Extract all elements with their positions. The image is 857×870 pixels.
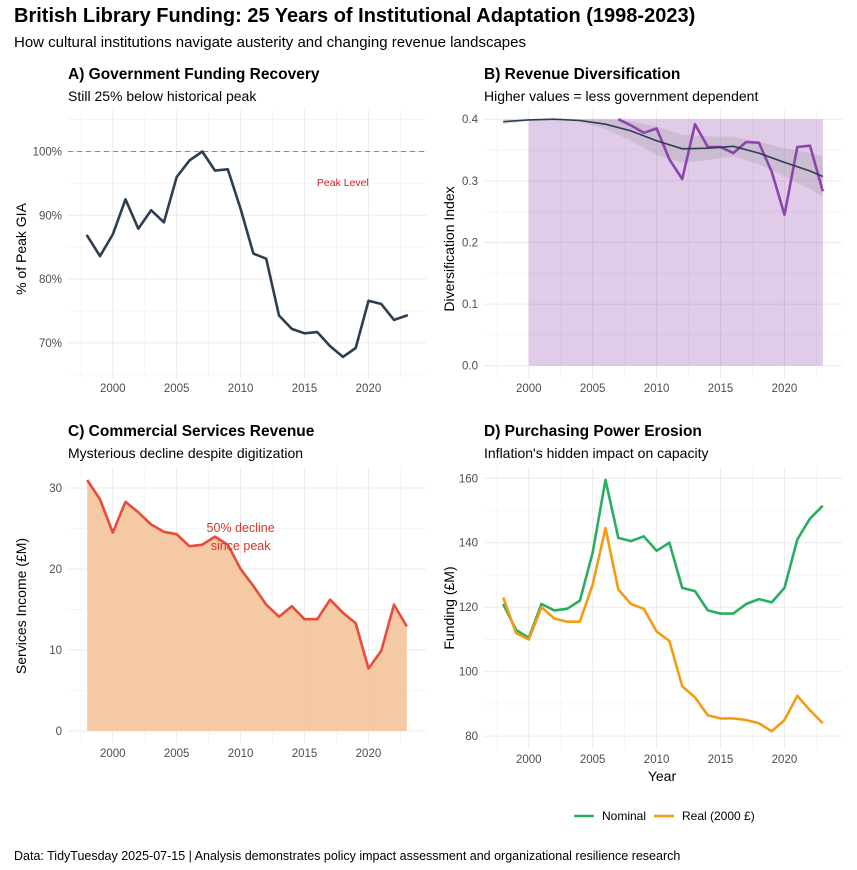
panel-d-y-axis-label: Funding (£M) — [441, 566, 457, 649]
page-subtitle: How cultural institutions navigate auste… — [14, 34, 526, 51]
y-tick-label: 0 — [56, 726, 62, 738]
x-tick-label: 2015 — [292, 383, 318, 395]
x-tick-label: 2015 — [708, 754, 734, 766]
x-tick-label: 2010 — [644, 754, 670, 766]
chart-caption: Data: TidyTuesday 2025-07-15 | Analysis … — [14, 849, 681, 863]
page-title: British Library Funding: 25 Years of Ins… — [14, 5, 696, 27]
trend-confidence-band — [503, 119, 823, 197]
peak-level-label: Peak Level — [317, 177, 369, 189]
diversification-area — [528, 119, 823, 366]
funding-line-nominal — [502, 478, 824, 640]
x-tick-label: 2020 — [356, 383, 382, 395]
panel-a-government-funding: A) Government Funding Recovery Still 25%… — [13, 66, 426, 395]
y-tick-label: 140 — [459, 538, 478, 550]
panel-b-title: B) Revenue Diversification — [484, 66, 680, 83]
x-tick-label: 2005 — [580, 754, 606, 766]
y-tick-label: 20 — [49, 564, 62, 576]
legend-label-nominal: Nominal — [602, 809, 646, 823]
y-tick-label: 0.4 — [462, 114, 479, 126]
x-tick-label: 2005 — [164, 748, 190, 760]
panel-d-x-axis-label: Year — [648, 768, 677, 784]
y-tick-label: 0.0 — [462, 361, 478, 373]
y-tick-label: 10 — [49, 645, 62, 657]
x-tick-label: 2015 — [292, 748, 318, 760]
y-tick-label: 90% — [39, 210, 62, 222]
y-tick-label: 120 — [459, 602, 478, 614]
y-tick-label: 100% — [33, 146, 62, 158]
decline-annotation-line: 50% decline — [207, 521, 275, 535]
panel-a-title: A) Government Funding Recovery — [68, 66, 320, 83]
x-tick-label: 2020 — [772, 383, 798, 395]
panel-a-y-axis-label: % of Peak GIA — [13, 202, 29, 294]
panel-d-subtitle: Inflation's hidden impact on capacity — [484, 445, 708, 461]
x-tick-label: 2005 — [580, 383, 606, 395]
y-tick-label: 70% — [39, 338, 62, 350]
y-tick-label: 80% — [39, 274, 62, 286]
panel-b-revenue-diversification: B) Revenue Diversification Higher values… — [441, 66, 842, 395]
diversification-trend-line — [503, 118, 824, 178]
x-tick-label: 2000 — [100, 748, 126, 760]
y-tick-label: 30 — [49, 483, 62, 495]
services-income-line — [86, 479, 408, 670]
services-income-area — [87, 480, 407, 731]
y-tick-label: 0.3 — [462, 176, 478, 188]
panel-d-legend: Nominal Real (2000 £) — [574, 809, 755, 823]
x-tick-label: 2020 — [356, 748, 382, 760]
y-tick-label: 80 — [465, 731, 478, 743]
decline-annotation-line: since peak — [211, 539, 272, 553]
panel-c-y-axis-label: Services Income (£M) — [13, 538, 29, 674]
panel-c-title: C) Commercial Services Revenue — [68, 423, 315, 440]
panel-b-subtitle: Higher values = less government dependen… — [484, 88, 758, 104]
x-tick-label: 2000 — [516, 754, 542, 766]
panel-b-y-axis-label: Diversification Index — [441, 186, 457, 311]
x-tick-label: 2010 — [228, 383, 254, 395]
x-tick-label: 2000 — [516, 383, 542, 395]
y-tick-label: 100 — [459, 667, 478, 679]
x-tick-label: 2000 — [100, 383, 126, 395]
y-tick-label: 0.2 — [462, 237, 478, 249]
panel-c-subtitle: Mysterious decline despite digitization — [68, 445, 303, 461]
gia-percent-line — [85, 150, 409, 359]
x-tick-label: 2010 — [228, 748, 254, 760]
panel-d-title: D) Purchasing Power Erosion — [484, 423, 702, 440]
y-tick-label: 0.1 — [462, 299, 478, 311]
x-tick-label: 2020 — [772, 754, 798, 766]
panel-d-purchasing-power: D) Purchasing Power Erosion Inflation's … — [441, 423, 842, 823]
x-tick-label: 2005 — [164, 383, 190, 395]
panel-c-commercial-services: C) Commercial Services Revenue Mysteriou… — [13, 423, 426, 760]
legend-label-real: Real (2000 £) — [682, 809, 755, 823]
x-tick-label: 2010 — [644, 383, 670, 395]
x-tick-label: 2015 — [708, 383, 734, 395]
y-tick-label: 160 — [459, 473, 478, 485]
funding-line-real — [501, 526, 824, 733]
panel-a-subtitle: Still 25% below historical peak — [68, 88, 257, 104]
